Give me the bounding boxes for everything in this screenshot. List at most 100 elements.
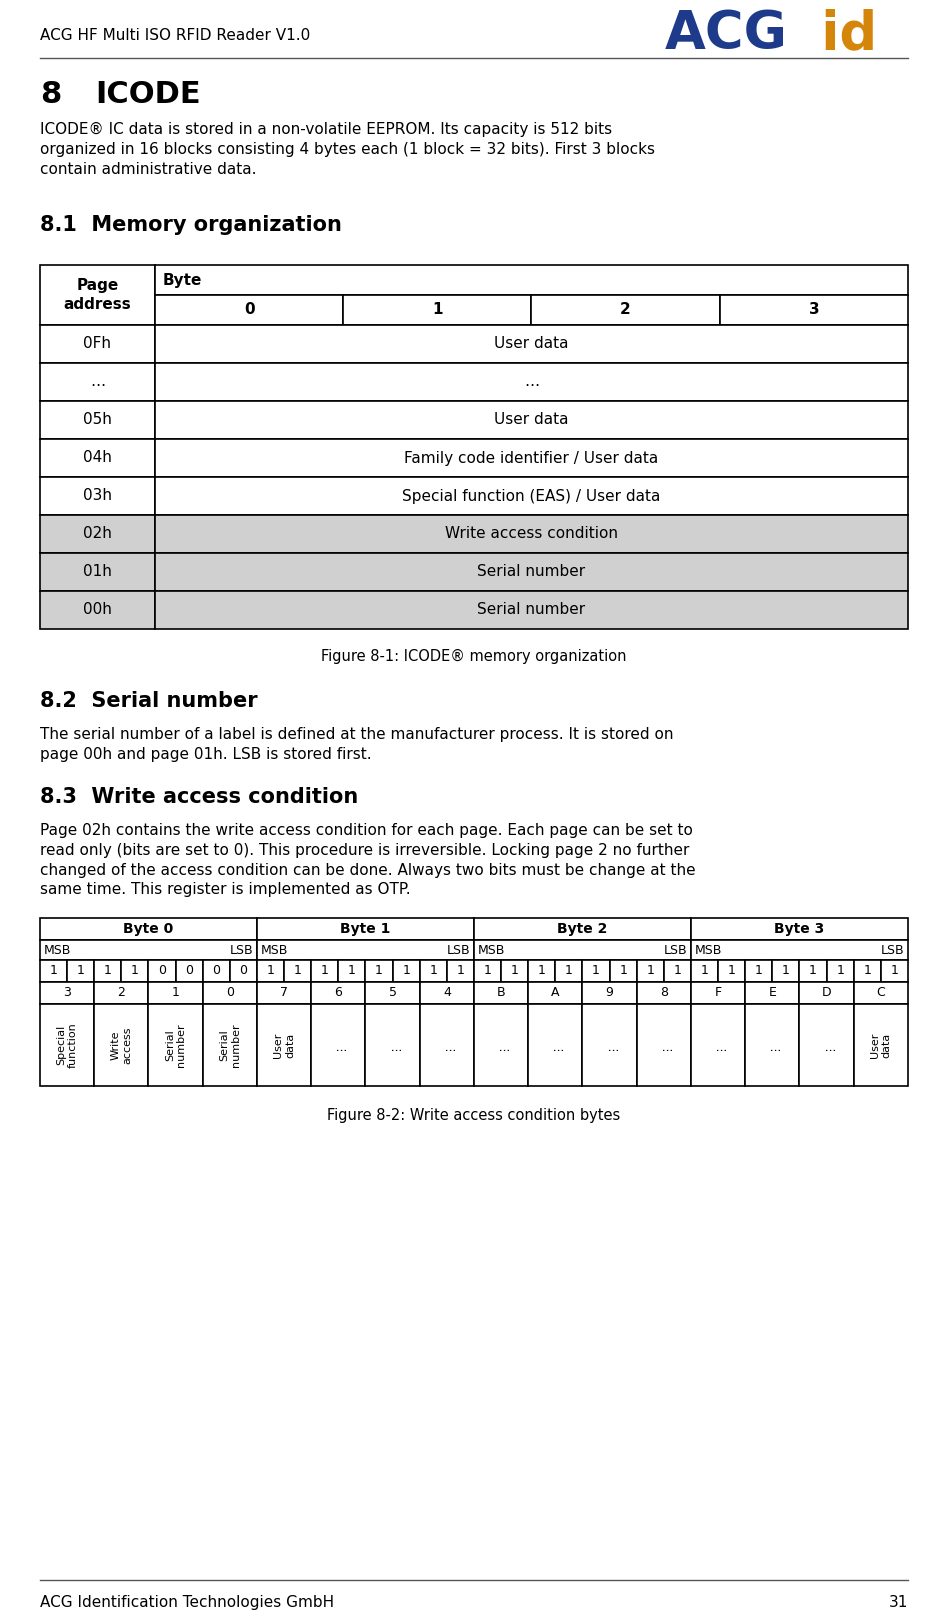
- Bar: [664, 960, 691, 981]
- Text: 1: 1: [104, 965, 112, 978]
- Text: 02h: 02h: [83, 527, 112, 542]
- Text: 1: 1: [457, 965, 465, 978]
- Text: C: C: [877, 986, 885, 999]
- Text: 1: 1: [432, 302, 443, 318]
- Text: ACG Identification Technologies GmbH: ACG Identification Technologies GmbH: [40, 1594, 334, 1611]
- Text: ICODE® IC data is stored in a non-volatile EEPROM. Its capacity is 512 bits
orga: ICODE® IC data is stored in a non-volati…: [40, 122, 655, 177]
- Text: ⋮: ⋮: [388, 1040, 397, 1051]
- Bar: [745, 960, 773, 981]
- Text: ACG: ACG: [665, 8, 788, 60]
- Bar: [637, 960, 664, 981]
- Bar: [155, 553, 908, 590]
- Bar: [40, 960, 67, 981]
- Text: Serial
number: Serial number: [165, 1023, 187, 1067]
- Bar: [155, 477, 908, 516]
- Bar: [257, 918, 474, 941]
- Text: Serial number: Serial number: [478, 564, 586, 579]
- Bar: [94, 960, 121, 981]
- Text: 1: 1: [538, 965, 546, 978]
- Text: 1: 1: [266, 965, 275, 978]
- Bar: [149, 1004, 203, 1087]
- Text: 6: 6: [335, 986, 342, 999]
- Text: 5: 5: [389, 986, 396, 999]
- Bar: [720, 295, 908, 324]
- Bar: [582, 1004, 637, 1087]
- Text: MSB: MSB: [695, 944, 722, 957]
- Bar: [528, 981, 582, 1004]
- Text: 1: 1: [673, 965, 682, 978]
- Bar: [799, 1004, 854, 1087]
- Bar: [556, 960, 582, 981]
- Bar: [366, 981, 420, 1004]
- Bar: [311, 1004, 366, 1087]
- Text: 9: 9: [606, 986, 613, 999]
- Bar: [257, 960, 284, 981]
- Text: ICODE: ICODE: [95, 79, 201, 109]
- Bar: [94, 1004, 149, 1087]
- Text: 3: 3: [809, 302, 819, 318]
- Bar: [691, 1004, 745, 1087]
- Bar: [582, 960, 610, 981]
- Text: MSB: MSB: [261, 944, 288, 957]
- Text: 1: 1: [483, 965, 491, 978]
- Text: LSB: LSB: [664, 944, 687, 957]
- Text: …: …: [90, 375, 105, 389]
- Text: ACG HF Multi ISO RFID Reader V1.0: ACG HF Multi ISO RFID Reader V1.0: [40, 28, 310, 44]
- Bar: [121, 960, 149, 981]
- Text: Byte 3: Byte 3: [775, 921, 825, 936]
- Bar: [447, 960, 474, 981]
- Text: 1: 1: [728, 965, 736, 978]
- Text: 8: 8: [40, 79, 62, 109]
- Text: ⋮: ⋮: [767, 1040, 777, 1051]
- Text: 1: 1: [49, 965, 58, 978]
- Text: 05h: 05h: [83, 412, 112, 428]
- Bar: [691, 960, 719, 981]
- Text: 4: 4: [443, 986, 451, 999]
- Text: 0: 0: [185, 965, 193, 978]
- Text: 1: 1: [375, 965, 383, 978]
- Text: ⋮: ⋮: [551, 1040, 560, 1051]
- Bar: [155, 401, 908, 440]
- Text: 0: 0: [158, 965, 166, 978]
- Bar: [175, 960, 203, 981]
- Text: F: F: [715, 986, 721, 999]
- Text: 03h: 03h: [83, 488, 112, 503]
- Bar: [257, 981, 311, 1004]
- Bar: [155, 324, 908, 363]
- Bar: [881, 960, 908, 981]
- Text: Figure 8-2: Write access condition bytes: Figure 8-2: Write access condition bytes: [327, 1108, 621, 1122]
- Bar: [40, 324, 155, 363]
- Bar: [854, 981, 908, 1004]
- Text: 04h: 04h: [83, 451, 112, 466]
- Bar: [257, 941, 474, 960]
- Text: ⋮: ⋮: [822, 1040, 831, 1051]
- Text: 31: 31: [888, 1594, 908, 1611]
- Text: MSB: MSB: [478, 944, 505, 957]
- Text: ⋮: ⋮: [442, 1040, 452, 1051]
- Bar: [392, 960, 420, 981]
- Bar: [311, 960, 338, 981]
- Text: Special
function: Special function: [56, 1022, 78, 1067]
- Text: Figure 8-1: ICODE® memory organization: Figure 8-1: ICODE® memory organization: [321, 649, 627, 663]
- Text: 1: 1: [890, 965, 899, 978]
- Bar: [637, 981, 691, 1004]
- Bar: [40, 401, 155, 440]
- Bar: [343, 295, 532, 324]
- Bar: [155, 295, 343, 324]
- Bar: [40, 363, 155, 401]
- Text: E: E: [769, 986, 776, 999]
- Text: 0: 0: [244, 302, 254, 318]
- Text: 3: 3: [64, 986, 71, 999]
- Text: Write
access: Write access: [111, 1027, 132, 1064]
- Text: 1: 1: [755, 965, 763, 978]
- Text: LSB: LSB: [447, 944, 470, 957]
- Bar: [745, 1004, 799, 1087]
- Bar: [366, 960, 392, 981]
- Bar: [799, 960, 827, 981]
- Bar: [40, 264, 155, 324]
- Bar: [773, 960, 799, 981]
- Bar: [501, 960, 528, 981]
- Text: User data: User data: [494, 336, 569, 352]
- Bar: [474, 1004, 528, 1087]
- Text: 8.3  Write access condition: 8.3 Write access condition: [40, 787, 358, 808]
